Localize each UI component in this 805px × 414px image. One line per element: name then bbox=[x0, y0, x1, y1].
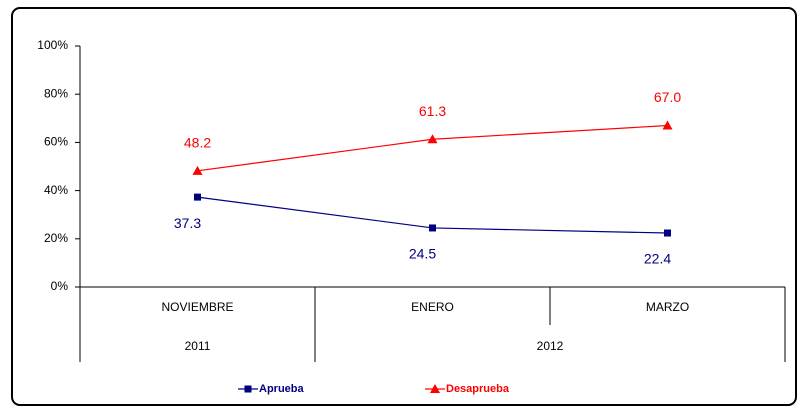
legend-marker bbox=[244, 385, 252, 393]
data-point bbox=[429, 224, 436, 232]
data-point bbox=[192, 165, 203, 175]
group-label: 2011 bbox=[185, 339, 211, 353]
data-label: 48.2 bbox=[184, 135, 211, 151]
data-label: 24.5 bbox=[409, 246, 436, 262]
y-tick-label: 80% bbox=[44, 86, 68, 100]
data-label: 22.4 bbox=[644, 251, 671, 267]
x-tick-label: NOVIEMBRE bbox=[161, 300, 233, 314]
data-point bbox=[664, 229, 671, 237]
data-point bbox=[662, 120, 673, 130]
data-point bbox=[194, 193, 201, 201]
legend-label: Desaprueba bbox=[446, 383, 510, 395]
legend-label: Aprueba bbox=[259, 383, 305, 395]
legend-marker bbox=[430, 384, 440, 393]
group-label: 2012 bbox=[537, 339, 564, 353]
y-tick-label: 60% bbox=[44, 135, 68, 149]
y-tick-label: 100% bbox=[37, 38, 68, 52]
chart-frame bbox=[11, 7, 797, 406]
y-tick-label: 0% bbox=[51, 279, 69, 293]
y-tick-label: 20% bbox=[44, 231, 68, 245]
data-point bbox=[427, 134, 438, 144]
data-label: 61.3 bbox=[419, 103, 446, 119]
data-label: 37.3 bbox=[174, 215, 201, 231]
y-tick-label: 40% bbox=[44, 183, 68, 197]
x-tick-label: ENERO bbox=[411, 300, 454, 314]
data-label: 67.0 bbox=[654, 89, 681, 105]
x-tick-label: MARZO bbox=[646, 300, 689, 314]
